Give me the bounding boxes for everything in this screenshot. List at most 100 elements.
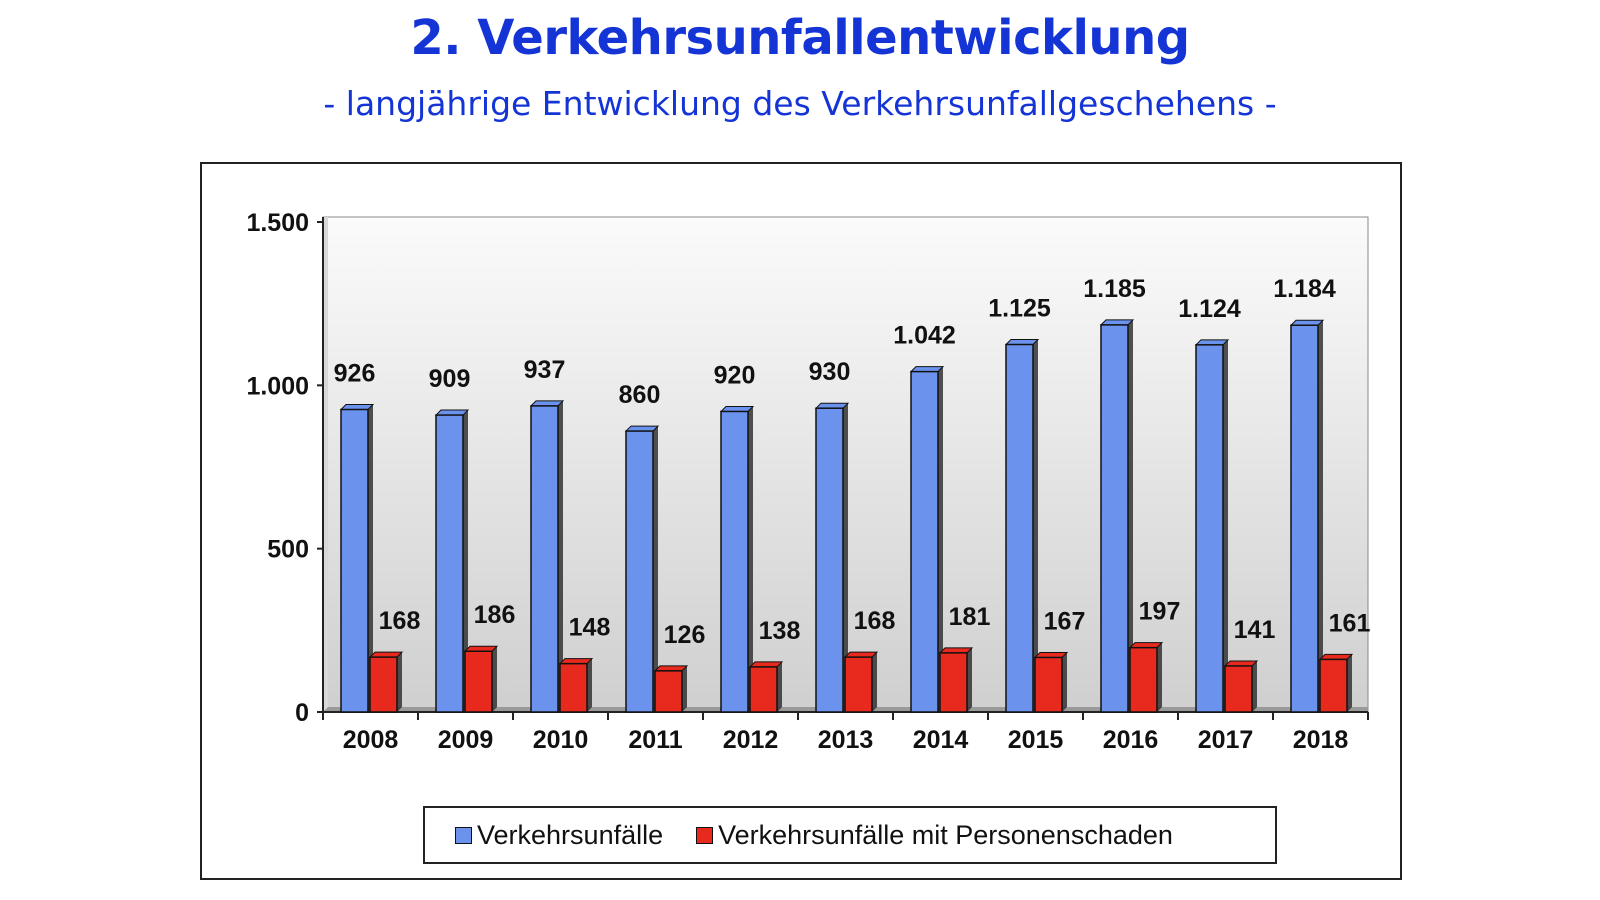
bar-verkehrsunfaelle — [1289, 319, 1325, 713]
bar-front — [559, 662, 588, 713]
data-label-verkehrsunfaelle: 937 — [524, 356, 566, 384]
bar-personenschaden — [843, 651, 879, 713]
bar-front — [1290, 324, 1319, 713]
bar-side — [748, 406, 753, 712]
bar-top — [1128, 642, 1164, 649]
bar-top — [1289, 319, 1325, 326]
bar-front — [340, 408, 369, 713]
bar-front — [910, 370, 939, 713]
legend-item-verkehrsunfaelle: Verkehrsunfälle — [455, 820, 663, 851]
data-label-personenschaden: 141 — [1234, 616, 1276, 644]
legend-swatch-blue — [455, 826, 472, 844]
data-label-verkehrsunfaelle: 926 — [334, 360, 376, 388]
data-label-personenschaden: 138 — [759, 617, 801, 645]
bar-side — [938, 366, 943, 712]
data-label-personenschaden: 148 — [569, 614, 611, 642]
x-tick-label: 2015 — [1008, 726, 1064, 754]
bar-side — [1033, 339, 1038, 712]
bar-personenschaden — [653, 665, 689, 713]
bar-side — [843, 403, 848, 712]
chart-legend: Verkehrsunfälle Verkehrsunfälle mit Pers… — [423, 806, 1277, 864]
data-label-verkehrsunfaelle: 930 — [809, 358, 851, 386]
data-label-verkehrsunfaelle: 860 — [619, 381, 661, 409]
bar-top — [434, 409, 470, 416]
bar-side — [587, 658, 592, 712]
bar-top — [1033, 651, 1069, 658]
bar-top — [938, 647, 974, 654]
x-tick-label: 2012 — [723, 726, 779, 754]
bar-side — [1062, 652, 1067, 712]
bar-front — [464, 650, 493, 713]
page-title: 2. Verkehrsunfallentwicklung — [410, 10, 1190, 66]
data-label-personenschaden: 168 — [379, 607, 421, 635]
data-label-personenschaden: 167 — [1044, 607, 1086, 635]
x-tick-label: 2013 — [818, 726, 874, 754]
bar-front — [939, 652, 968, 713]
bar-verkehrsunfaelle — [624, 425, 660, 713]
page-subtitle: - langjährige Entwicklung des Verkehrsun… — [323, 84, 1277, 123]
bar-front — [1005, 343, 1034, 713]
data-label-verkehrsunfaelle: 920 — [714, 361, 756, 389]
bar-top — [1099, 319, 1135, 326]
bar-front — [625, 430, 654, 713]
x-tick-label: 2016 — [1103, 726, 1159, 754]
bar-side — [1252, 660, 1257, 712]
bar-side — [1318, 320, 1323, 712]
legend-item-personenschaden: Verkehrsunfälle mit Personenschaden — [696, 820, 1173, 851]
bar-top — [463, 645, 499, 652]
y-tick-label: 1.500 — [246, 209, 309, 237]
bar-side — [397, 652, 402, 712]
data-label-personenschaden: 181 — [949, 603, 991, 631]
bar-verkehrsunfaelle — [1194, 339, 1230, 713]
bar-personenschaden — [463, 645, 499, 713]
bar-side — [653, 426, 658, 712]
data-label-verkehrsunfaelle: 909 — [429, 365, 471, 393]
bar-front — [1129, 646, 1158, 713]
bar-top — [368, 651, 404, 658]
bar-verkehrsunfaelle — [434, 409, 470, 713]
bar-side — [463, 410, 468, 712]
data-label-verkehrsunfaelle: 1.184 — [1273, 275, 1336, 303]
bar-top — [1318, 653, 1354, 660]
data-label-verkehrsunfaelle: 1.185 — [1083, 275, 1146, 303]
bar-front — [749, 666, 778, 713]
y-tick-label: 0 — [295, 699, 309, 727]
legend-swatch-red — [696, 826, 714, 844]
data-label-verkehrsunfaelle: 1.125 — [988, 295, 1051, 323]
x-tick-label: 2017 — [1198, 726, 1254, 754]
x-tick-label: 2018 — [1293, 726, 1349, 754]
x-tick-label: 2011 — [628, 726, 682, 754]
bar-front — [1034, 656, 1063, 713]
bar-side — [872, 652, 877, 712]
data-label-personenschaden: 168 — [854, 607, 896, 635]
bar-verkehrsunfaelle — [814, 402, 850, 713]
data-label-personenschaden: 186 — [474, 601, 516, 629]
bar-side — [368, 404, 373, 712]
bar-front — [720, 410, 749, 713]
y-tick-label: 1.000 — [246, 372, 309, 400]
bar-top — [843, 651, 879, 658]
bar-front — [844, 656, 873, 713]
bar-front — [1319, 658, 1348, 713]
bar-front — [654, 670, 683, 713]
data-label-verkehrsunfaelle: 1.042 — [893, 322, 956, 350]
bar-personenschaden — [938, 647, 974, 713]
bar-verkehrsunfaelle — [1004, 339, 1040, 713]
bar-verkehrsunfaelle — [909, 366, 945, 713]
bar-front — [1224, 665, 1253, 713]
bar-personenschaden — [1128, 642, 1164, 713]
data-label-verkehrsunfaelle: 1.124 — [1178, 295, 1241, 323]
bar-side — [492, 646, 497, 712]
bar-personenschaden — [748, 661, 784, 713]
bar-top — [653, 665, 689, 672]
data-label-personenschaden: 161 — [1329, 609, 1371, 637]
y-tick-label: 500 — [267, 536, 309, 564]
bar-side — [967, 647, 972, 712]
bar-side — [558, 400, 563, 712]
bar-side — [777, 661, 782, 712]
x-tick-label: 2008 — [343, 726, 399, 754]
bar-top — [558, 658, 594, 665]
bar-front — [1100, 324, 1129, 713]
data-label-personenschaden: 197 — [1139, 598, 1181, 626]
